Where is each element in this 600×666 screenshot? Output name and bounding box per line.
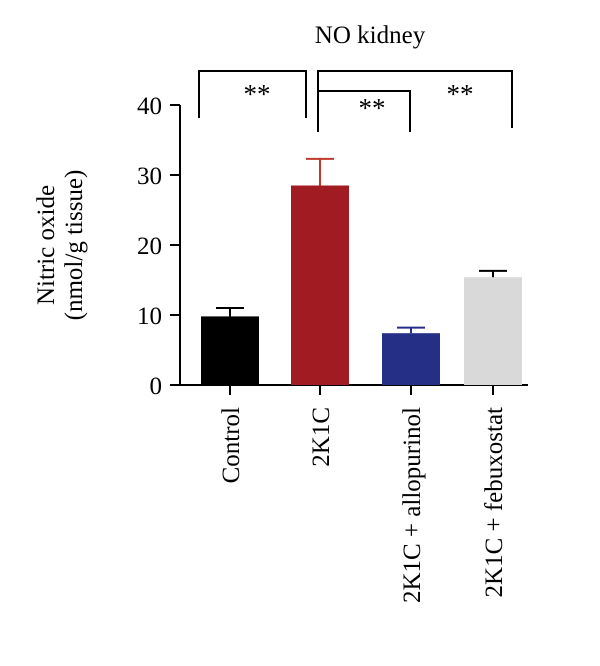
x-tick-label-1: 2K1C xyxy=(308,407,335,467)
y-axis-label-line2: (nmol/g tissue) xyxy=(61,170,88,321)
bars xyxy=(201,185,522,385)
y-tick-label: 20 xyxy=(137,233,162,260)
bar-3 xyxy=(464,277,522,385)
significance-bracket-2 xyxy=(317,70,513,128)
bar-0 xyxy=(201,316,259,385)
y-tick-label: 10 xyxy=(137,303,162,330)
y-tick-label: 30 xyxy=(137,163,162,190)
y-axis-label-units: (nmol/g tissue) xyxy=(61,170,88,321)
significance-bracket-0 xyxy=(198,70,307,118)
x-tick-label-2: 2K1C + allopurinol xyxy=(399,407,426,603)
y-tick-label: 0 xyxy=(150,373,163,400)
chart-title: NO kidney xyxy=(315,22,426,49)
y-tick-labels: 0 10 20 30 40 xyxy=(137,93,162,400)
y-tick-label: 40 xyxy=(137,93,162,120)
y-axis-label-line1: Nitric oxide xyxy=(33,185,60,305)
error-bars xyxy=(216,157,507,334)
bar-1 xyxy=(291,185,349,385)
significance-label-2: ** xyxy=(447,79,474,109)
x-tick-label-3: 2K1C + febuxostat xyxy=(481,407,508,598)
x-tick-label-0: Control xyxy=(218,407,245,483)
x-tick-labels: Control 2K1C 2K1C + allopurinol 2K1C + febu… xyxy=(218,407,508,603)
significance-label-1: ** xyxy=(359,93,386,123)
y-axis-label: Nitric oxide xyxy=(33,185,60,305)
significance-label-0: ** xyxy=(244,79,271,109)
bar-2 xyxy=(382,333,440,385)
significance-brackets: ** ** ** xyxy=(198,70,513,132)
